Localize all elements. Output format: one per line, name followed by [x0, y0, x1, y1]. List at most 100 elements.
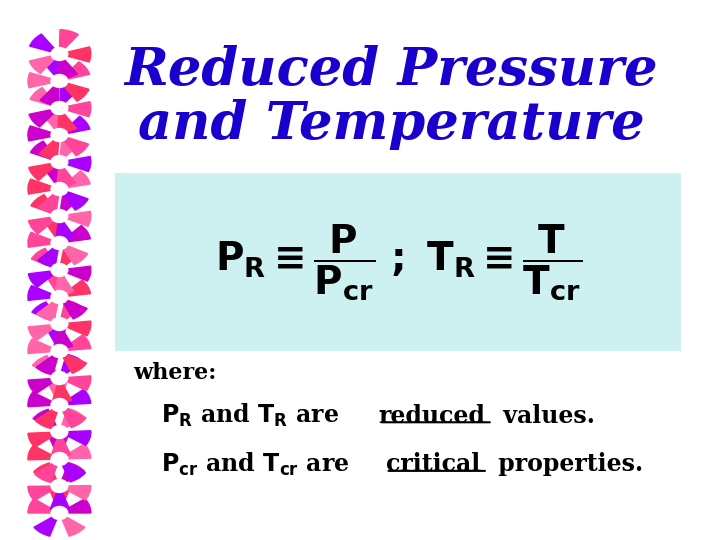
- Wedge shape: [36, 351, 59, 375]
- Wedge shape: [59, 266, 91, 281]
- Wedge shape: [59, 84, 79, 108]
- Text: properties.: properties.: [490, 453, 643, 476]
- Wedge shape: [39, 135, 59, 159]
- Wedge shape: [59, 117, 90, 135]
- Text: and Temperature: and Temperature: [138, 99, 644, 150]
- Wedge shape: [51, 432, 71, 456]
- Text: critical: critical: [386, 453, 480, 476]
- Circle shape: [51, 426, 68, 438]
- Wedge shape: [59, 246, 81, 270]
- Wedge shape: [55, 270, 73, 294]
- Wedge shape: [28, 270, 59, 287]
- Circle shape: [51, 264, 68, 276]
- Circle shape: [51, 129, 68, 141]
- Wedge shape: [58, 108, 76, 132]
- Wedge shape: [50, 489, 69, 513]
- Wedge shape: [28, 432, 59, 447]
- Circle shape: [51, 75, 68, 87]
- Wedge shape: [59, 499, 91, 513]
- Wedge shape: [59, 30, 78, 54]
- Wedge shape: [59, 321, 91, 336]
- Wedge shape: [59, 485, 91, 500]
- Wedge shape: [32, 248, 59, 270]
- Wedge shape: [30, 141, 59, 162]
- Wedge shape: [59, 300, 82, 324]
- Wedge shape: [28, 179, 59, 194]
- Text: $\mathbf{P_R \equiv \dfrac{P}{P_{cr}}\ ;\ T_R \equiv \dfrac{T}{T_{cr}}}$: $\mathbf{P_R \equiv \dfrac{P}{P_{cr}}\ ;…: [215, 222, 582, 302]
- Wedge shape: [59, 138, 80, 162]
- Circle shape: [51, 48, 68, 60]
- Text: Reduced Pressure: Reduced Pressure: [125, 45, 658, 96]
- Circle shape: [51, 210, 68, 222]
- Circle shape: [51, 102, 68, 114]
- Wedge shape: [38, 189, 59, 213]
- Wedge shape: [28, 286, 59, 300]
- Wedge shape: [35, 459, 59, 482]
- Wedge shape: [44, 165, 63, 189]
- Wedge shape: [59, 376, 91, 390]
- Wedge shape: [32, 356, 59, 378]
- Wedge shape: [28, 486, 59, 501]
- Wedge shape: [53, 324, 73, 348]
- Circle shape: [51, 480, 68, 492]
- Wedge shape: [59, 513, 85, 536]
- Wedge shape: [59, 389, 91, 405]
- Wedge shape: [50, 486, 70, 510]
- Wedge shape: [59, 463, 84, 486]
- Circle shape: [51, 318, 68, 330]
- Wedge shape: [59, 54, 78, 78]
- Wedge shape: [59, 431, 91, 445]
- Wedge shape: [42, 57, 60, 81]
- Wedge shape: [28, 446, 59, 460]
- Text: reduced: reduced: [379, 404, 485, 428]
- Wedge shape: [37, 243, 59, 267]
- Wedge shape: [47, 327, 66, 351]
- Wedge shape: [29, 162, 59, 180]
- Wedge shape: [31, 195, 59, 216]
- Wedge shape: [45, 219, 64, 243]
- Wedge shape: [30, 54, 59, 73]
- Wedge shape: [32, 302, 59, 324]
- Wedge shape: [30, 87, 59, 108]
- Wedge shape: [59, 297, 87, 319]
- Wedge shape: [42, 111, 62, 135]
- Wedge shape: [59, 157, 91, 172]
- Text: where:: where:: [132, 362, 216, 383]
- Wedge shape: [59, 459, 86, 482]
- Circle shape: [51, 399, 68, 411]
- Wedge shape: [45, 273, 65, 297]
- Wedge shape: [34, 463, 59, 486]
- Text: values.: values.: [495, 404, 595, 428]
- Wedge shape: [49, 435, 68, 459]
- Wedge shape: [37, 297, 59, 321]
- Wedge shape: [28, 378, 59, 394]
- Wedge shape: [59, 409, 84, 432]
- Text: $\mathbf{P_{cr}}$ and $\mathbf{T_{cr}}$ are: $\mathbf{P_{cr}}$ and $\mathbf{T_{cr}}$ …: [161, 451, 351, 478]
- Circle shape: [51, 372, 68, 384]
- Wedge shape: [28, 324, 59, 341]
- Wedge shape: [28, 499, 59, 513]
- Wedge shape: [59, 211, 91, 226]
- Wedge shape: [33, 409, 59, 432]
- Wedge shape: [55, 216, 75, 240]
- Wedge shape: [59, 81, 89, 101]
- Wedge shape: [59, 351, 86, 373]
- Wedge shape: [59, 47, 91, 62]
- Wedge shape: [59, 171, 90, 189]
- Wedge shape: [29, 108, 59, 127]
- Wedge shape: [28, 392, 59, 407]
- Wedge shape: [57, 162, 76, 186]
- Circle shape: [51, 291, 68, 303]
- Wedge shape: [35, 405, 59, 429]
- Wedge shape: [59, 226, 91, 243]
- Circle shape: [51, 507, 68, 519]
- Circle shape: [51, 453, 68, 465]
- Wedge shape: [59, 405, 86, 428]
- Circle shape: [51, 237, 68, 249]
- Wedge shape: [28, 339, 59, 354]
- Wedge shape: [53, 378, 72, 402]
- Wedge shape: [59, 102, 91, 117]
- Wedge shape: [30, 34, 59, 54]
- Wedge shape: [59, 243, 88, 265]
- Wedge shape: [59, 189, 88, 210]
